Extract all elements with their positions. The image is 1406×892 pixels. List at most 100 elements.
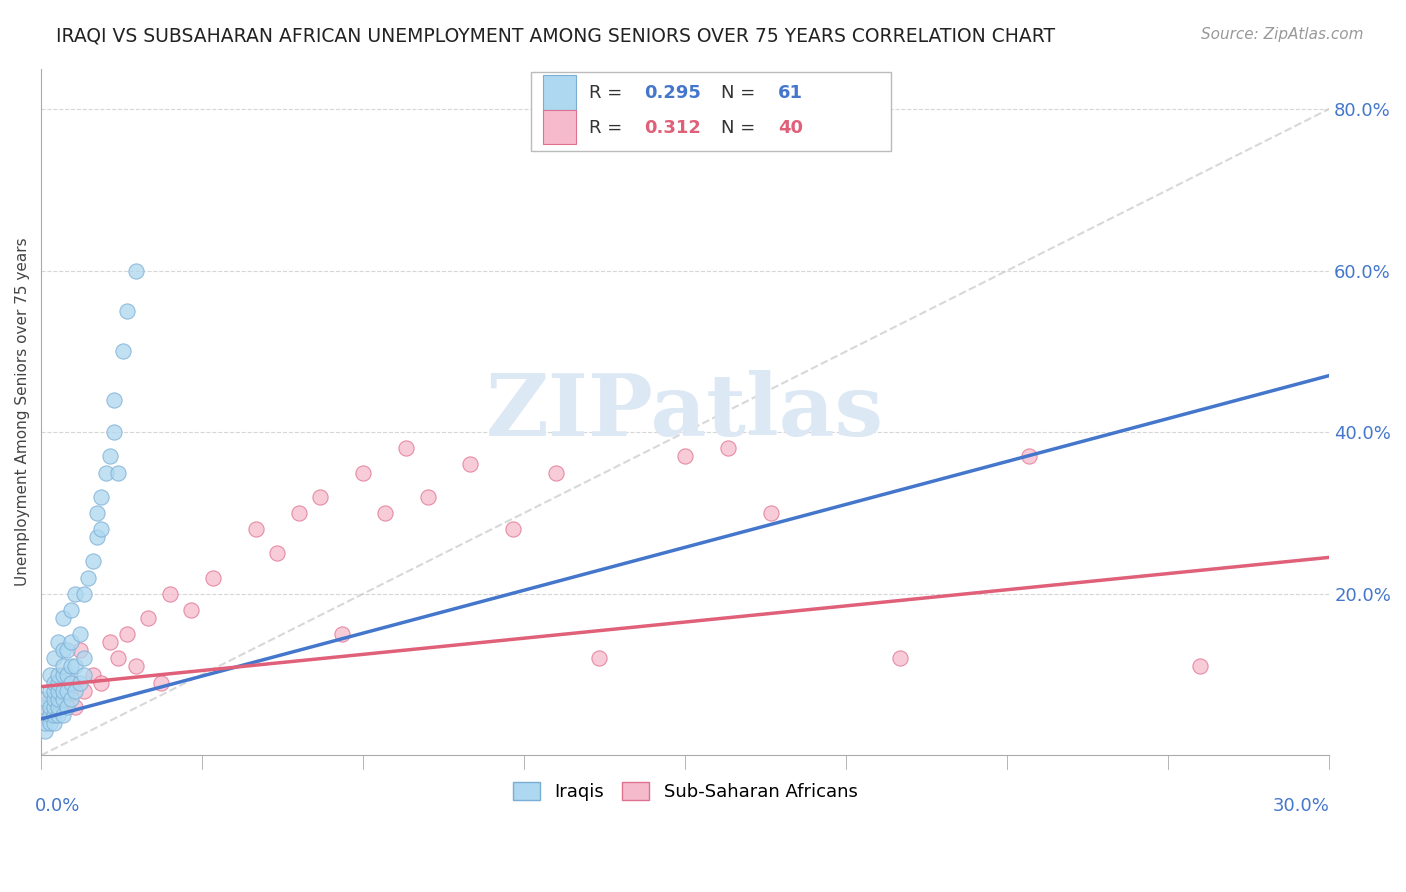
- Point: [1018, 450, 1040, 464]
- Point: [65, 683, 87, 698]
- Point: [46, 635, 69, 649]
- Point: [34, 724, 56, 739]
- Point: [42, 651, 65, 665]
- Point: [159, 587, 181, 601]
- Y-axis label: Unemployment Among Seniors over 75 years: Unemployment Among Seniors over 75 years: [15, 237, 30, 586]
- Point: [56, 691, 79, 706]
- Point: [86, 530, 108, 544]
- Point: [150, 675, 173, 690]
- Point: [111, 344, 134, 359]
- Point: [69, 627, 91, 641]
- Point: [52, 667, 75, 681]
- Point: [46, 691, 69, 706]
- Text: 61: 61: [778, 84, 803, 102]
- Point: [52, 643, 75, 657]
- Point: [65, 587, 87, 601]
- Point: [759, 506, 782, 520]
- Point: [395, 442, 418, 456]
- Point: [52, 708, 75, 723]
- Point: [38, 667, 60, 681]
- Point: [94, 466, 117, 480]
- Text: 0.312: 0.312: [644, 120, 700, 137]
- Legend: Iraqis, Sub-Saharan Africans: Iraqis, Sub-Saharan Africans: [506, 774, 865, 808]
- Point: [266, 546, 288, 560]
- Point: [502, 522, 524, 536]
- Point: [38, 691, 60, 706]
- Point: [60, 691, 83, 706]
- Point: [1189, 659, 1212, 673]
- Text: N =: N =: [721, 84, 761, 102]
- Text: N =: N =: [721, 120, 761, 137]
- Text: 30.0%: 30.0%: [1272, 797, 1329, 814]
- Point: [46, 699, 69, 714]
- Point: [34, 716, 56, 731]
- Point: [38, 708, 60, 723]
- Point: [107, 651, 129, 665]
- Point: [460, 458, 482, 472]
- Text: 40: 40: [778, 120, 803, 137]
- Point: [46, 683, 69, 698]
- Point: [73, 683, 96, 698]
- Point: [42, 699, 65, 714]
- Point: [90, 675, 112, 690]
- Point: [42, 708, 65, 723]
- Point: [287, 506, 309, 520]
- Point: [46, 708, 69, 723]
- Point: [42, 699, 65, 714]
- Point: [124, 263, 146, 277]
- Point: [42, 691, 65, 706]
- Point: [245, 522, 267, 536]
- Point: [38, 699, 60, 714]
- Point: [90, 490, 112, 504]
- Point: [82, 667, 104, 681]
- Point: [82, 554, 104, 568]
- Point: [374, 506, 396, 520]
- Point: [56, 699, 79, 714]
- Text: Source: ZipAtlas.com: Source: ZipAtlas.com: [1201, 27, 1364, 42]
- Point: [90, 522, 112, 536]
- Point: [42, 675, 65, 690]
- Point: [330, 627, 353, 641]
- Point: [38, 683, 60, 698]
- Point: [73, 651, 96, 665]
- Text: ZIPatlas: ZIPatlas: [486, 370, 884, 454]
- Point: [56, 683, 79, 698]
- Point: [103, 392, 125, 407]
- Point: [46, 683, 69, 698]
- FancyBboxPatch shape: [544, 110, 575, 145]
- Point: [98, 635, 121, 649]
- Point: [52, 611, 75, 625]
- Point: [52, 683, 75, 698]
- Point: [46, 667, 69, 681]
- Point: [42, 716, 65, 731]
- Point: [60, 659, 83, 673]
- Point: [115, 627, 138, 641]
- Point: [717, 442, 740, 456]
- Point: [588, 651, 610, 665]
- Point: [115, 304, 138, 318]
- Point: [673, 450, 696, 464]
- Point: [56, 667, 79, 681]
- Point: [52, 659, 75, 673]
- Point: [103, 425, 125, 439]
- Point: [180, 603, 202, 617]
- Point: [73, 667, 96, 681]
- Point: [38, 716, 60, 731]
- Point: [34, 691, 56, 706]
- Text: 0.0%: 0.0%: [35, 797, 80, 814]
- Point: [77, 571, 100, 585]
- FancyBboxPatch shape: [544, 76, 575, 110]
- Point: [56, 643, 79, 657]
- Text: IRAQI VS SUBSAHARAN AFRICAN UNEMPLOYMENT AMONG SENIORS OVER 75 YEARS CORRELATION: IRAQI VS SUBSAHARAN AFRICAN UNEMPLOYMENT…: [56, 27, 1056, 45]
- Point: [60, 635, 83, 649]
- Point: [889, 651, 911, 665]
- Point: [98, 450, 121, 464]
- Point: [60, 675, 83, 690]
- Point: [107, 466, 129, 480]
- Text: R =: R =: [589, 84, 627, 102]
- Point: [124, 659, 146, 673]
- Point: [352, 466, 374, 480]
- Point: [73, 587, 96, 601]
- Point: [34, 699, 56, 714]
- Point: [42, 683, 65, 698]
